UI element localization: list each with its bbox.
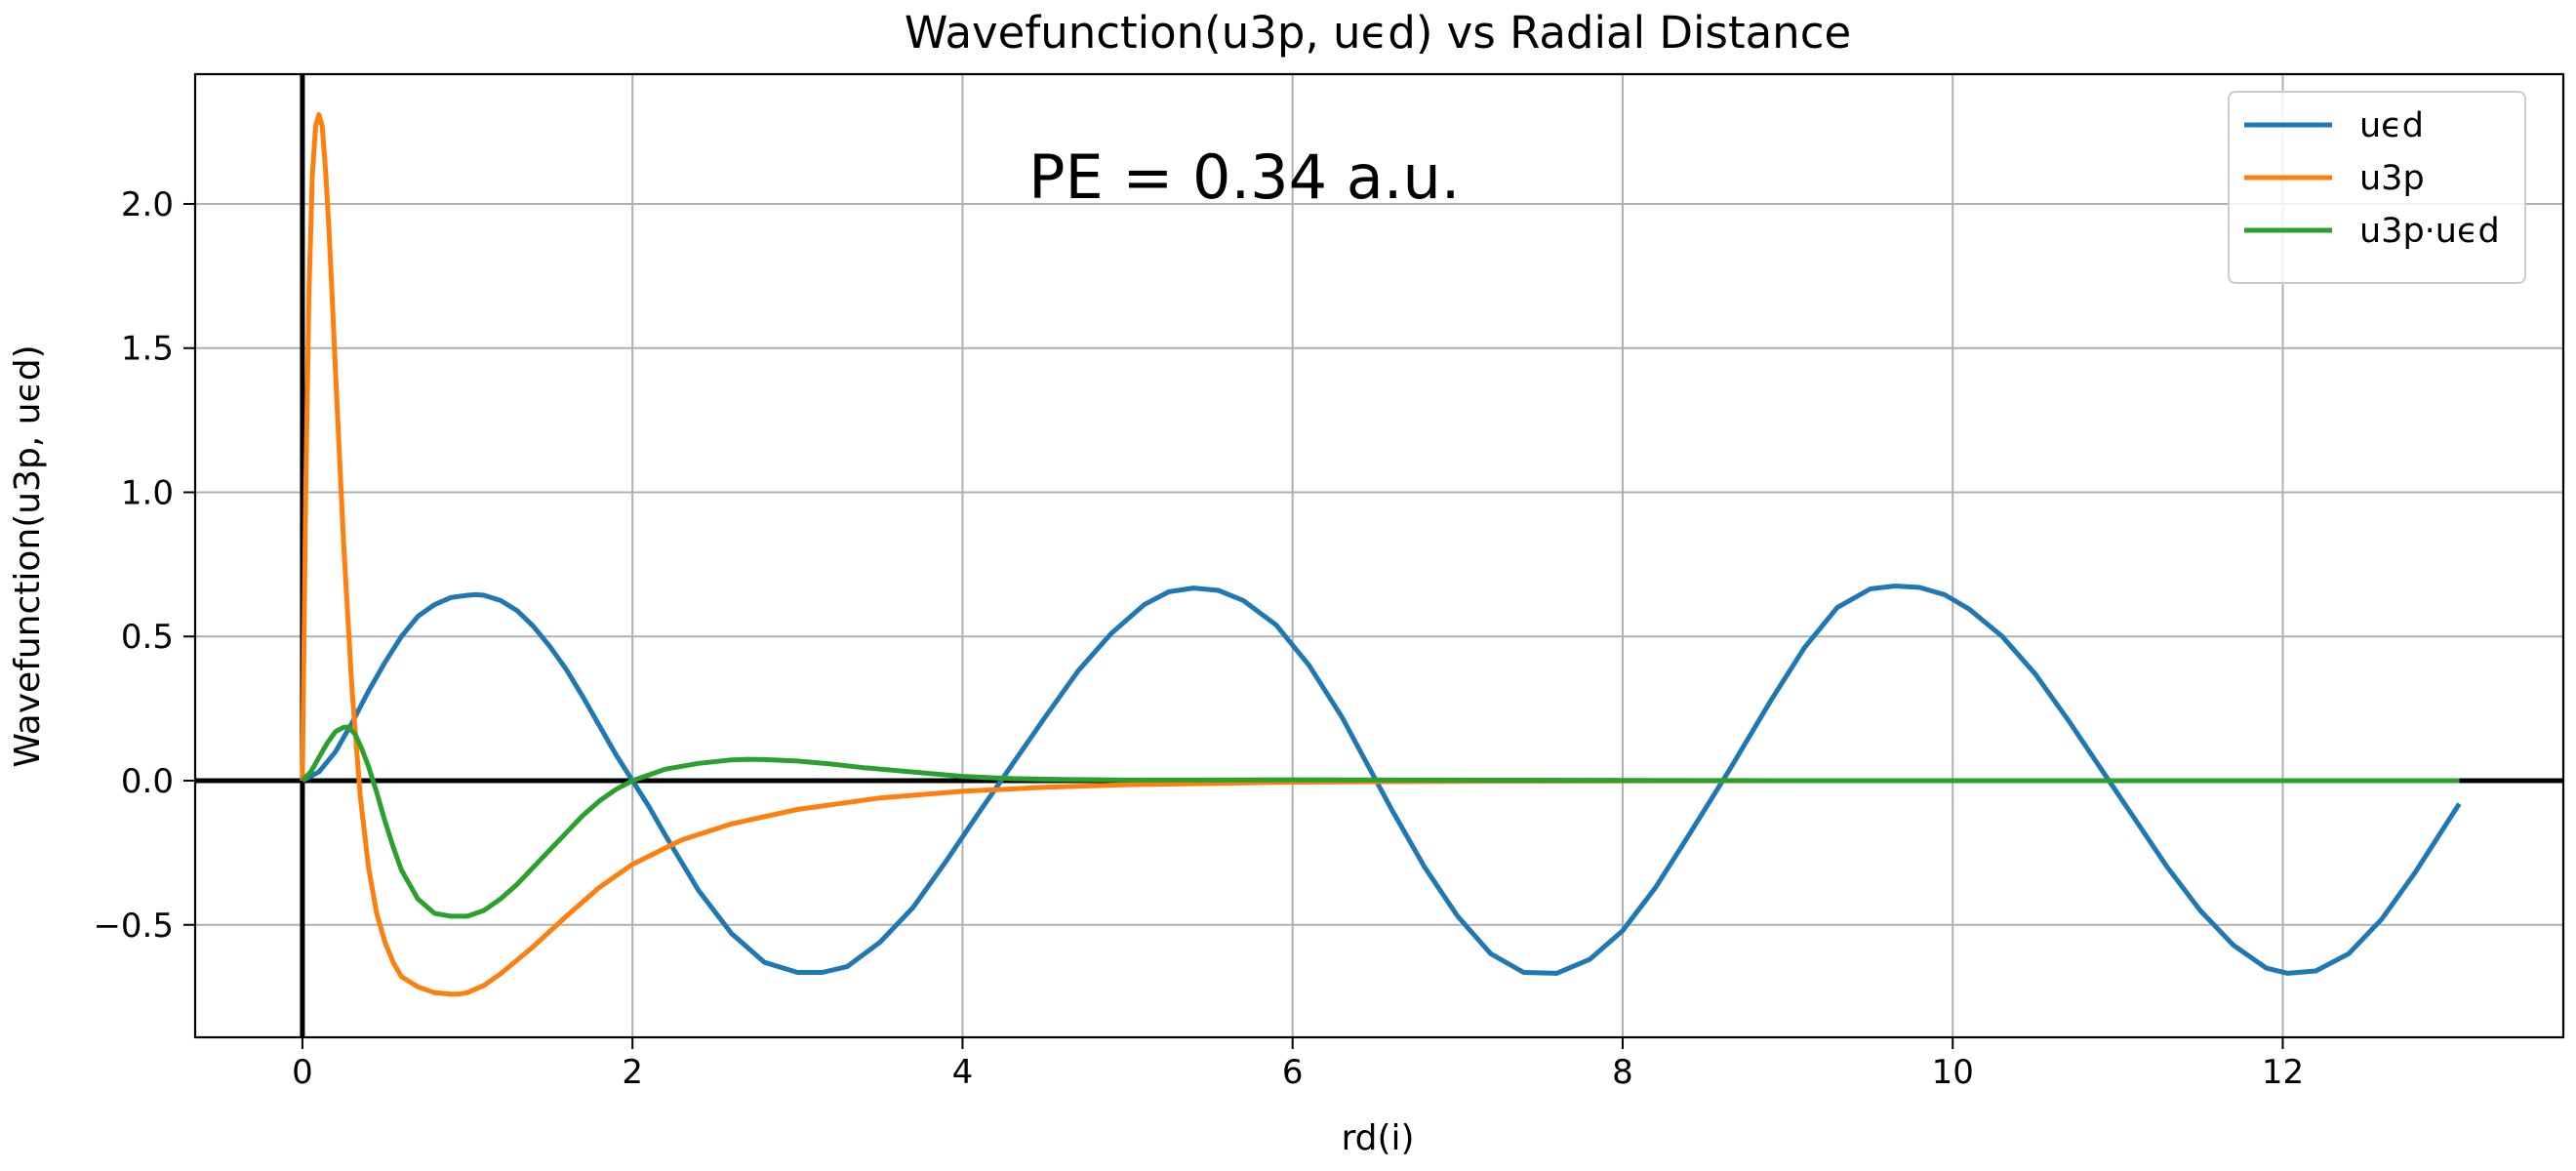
legend-box (2228, 91, 2526, 284)
legend-label-2: u3p (2359, 159, 2425, 198)
x-tick-label: 6 (1282, 1053, 1304, 1092)
y-tick-label: 1.0 (121, 473, 174, 512)
tick-labels: 0 2 4 6 8 10 12 −0.5 0.0 0.5 1.0 1.5 2.0 (93, 185, 2304, 1092)
x-tick-label: 8 (1612, 1053, 1633, 1092)
y-tick-label: 2.0 (121, 185, 174, 224)
y-tick-label: −0.5 (93, 907, 174, 946)
chart-title: Wavefunction(u3p, uϵd) vs Radial Distanc… (905, 7, 1851, 59)
series-line-2 (300, 111, 2460, 997)
series-layer (300, 111, 2462, 997)
x-axis-label: rd(i) (1341, 1118, 1414, 1158)
legend-label-3: u3p·uϵd (2359, 212, 2500, 251)
x-tick-label: 12 (2262, 1053, 2304, 1092)
x-tick-label: 0 (292, 1053, 313, 1092)
legend-label-1: uϵd (2359, 106, 2424, 145)
series-line-1 (301, 584, 2462, 976)
x-tick-label: 10 (1932, 1053, 1974, 1092)
y-tick-label: 0.5 (121, 618, 174, 657)
y-tick-label: 1.5 (121, 330, 174, 369)
plot-area-frame (193, 72, 2565, 1039)
tick-marks (183, 202, 2284, 1049)
series-line-3 (301, 724, 2460, 919)
y-tick-label: 0.0 (121, 762, 174, 801)
pe-annotation: PE = 0.34 a.u. (1028, 141, 1460, 213)
x-tick-label: 4 (952, 1053, 974, 1092)
x-tick-label: 2 (622, 1053, 643, 1092)
legend: uϵd u3p u3p·uϵd (2228, 91, 2526, 284)
y-axis-label: Wavefunction(u3p, uϵd) (8, 344, 48, 767)
